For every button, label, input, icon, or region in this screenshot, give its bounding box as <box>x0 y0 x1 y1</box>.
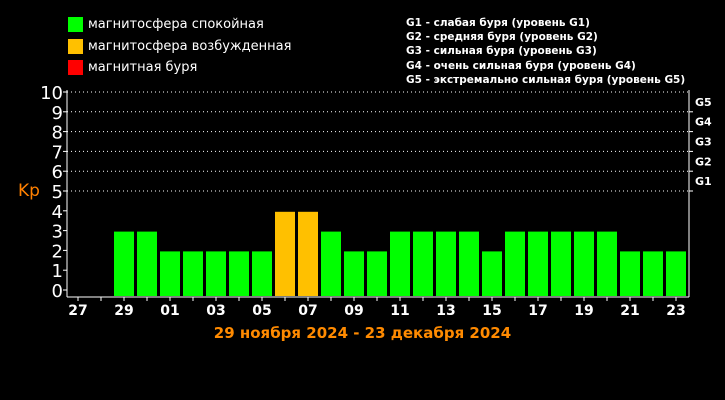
g-tick-label-G4: G4 <box>695 116 712 129</box>
x-tick-label-09: 09 <box>344 303 363 319</box>
g-tick-label-G3: G3 <box>695 136 712 149</box>
x-tick-label-05: 05 <box>252 303 271 319</box>
bar-03 <box>206 251 226 296</box>
bar-01 <box>160 251 180 296</box>
date-range-title: 29 ноября 2024 - 23 декабря 2024 <box>213 324 512 342</box>
bar-22 <box>643 251 663 296</box>
storm-level-g4: G4 - очень сильная буря (уровень G4) <box>406 59 636 72</box>
legend-label-storm: магнитная буря <box>88 60 198 75</box>
bar-30 <box>137 231 157 296</box>
y-tick-label-2: 2 <box>52 241 63 262</box>
bar-18 <box>551 231 571 296</box>
bar-17 <box>528 231 548 296</box>
x-tick-label-15: 15 <box>482 303 501 319</box>
bar-07 <box>298 211 318 296</box>
bar-19 <box>574 231 594 296</box>
y-axis-label: Kp <box>18 181 40 201</box>
bar-20 <box>597 231 617 296</box>
x-tick-labels: 27 29 01 03 05 07 09 11 13 15 17 19 21 23 <box>68 303 685 319</box>
legend-swatch-storm <box>68 60 83 75</box>
bar-05 <box>252 251 272 296</box>
g-tick-label-G1: G1 <box>695 175 712 188</box>
bar-02 <box>183 251 203 296</box>
storm-level-g2: G2 - средняя буря (уровень G2) <box>406 31 598 44</box>
x-tick-label-13: 13 <box>436 303 455 319</box>
bar-06 <box>275 211 295 296</box>
bar-09 <box>344 251 364 296</box>
bar-14 <box>459 231 479 296</box>
bar-29 <box>114 231 134 296</box>
y-tick-label-8: 8 <box>52 123 63 144</box>
g-level-tick-labels: G1 G2 G3 G4 G5 <box>695 96 712 188</box>
x-tick-label-01: 01 <box>160 303 179 319</box>
y-tick-label-10: 10 <box>40 83 63 104</box>
legend-swatch-quiet <box>68 17 83 32</box>
chart-bars <box>114 211 686 296</box>
storm-level-g1: G1 - слабая буря (уровень G1) <box>406 17 590 29</box>
bar-16 <box>505 231 525 296</box>
legend-swatch-excited <box>68 39 83 54</box>
bar-04 <box>229 251 249 296</box>
bar-12 <box>413 231 433 296</box>
y-tick-label-6: 6 <box>52 162 63 183</box>
legend-item-excited: магнитосфера возбужденная <box>68 39 291 54</box>
bar-15 <box>482 251 502 296</box>
bar-21 <box>620 251 640 296</box>
storm-level-g5: G5 - экстремально сильная буря (уровень … <box>406 73 686 86</box>
x-tick-label-27: 27 <box>68 303 87 319</box>
x-tick-label-17: 17 <box>528 303 547 319</box>
x-tick-label-03: 03 <box>206 303 225 319</box>
bar-13 <box>436 231 456 296</box>
x-tick-label-21: 21 <box>620 303 639 319</box>
y-tick-label-3: 3 <box>52 222 63 243</box>
legend-label-excited: магнитосфера возбужденная <box>88 39 292 54</box>
legend-label-quiet: магнитосфера спокойная <box>88 17 264 32</box>
storm-level-key: G1 - слабая буря (уровень G1) G2 - средн… <box>406 16 685 87</box>
bar-11 <box>390 231 410 296</box>
chart-grid <box>67 91 689 192</box>
y-tick-label-0: 0 <box>52 281 63 302</box>
x-tick-label-19: 19 <box>574 303 593 319</box>
x-tick-label-07: 07 <box>298 303 317 319</box>
x-tick-label-11: 11 <box>390 303 409 319</box>
g-tick-label-G2: G2 <box>695 155 712 168</box>
bar-10 <box>367 251 387 296</box>
chart-axes <box>63 90 693 301</box>
x-tick-label-23: 23 <box>666 303 685 319</box>
y-tick-label-9: 9 <box>52 103 63 124</box>
legend-item-storm: магнитная буря <box>68 60 197 75</box>
y-tick-label-5: 5 <box>52 182 63 203</box>
bar-08 <box>321 231 341 296</box>
y-tick-label-7: 7 <box>52 142 63 163</box>
legend-item-quiet: магнитосфера спокойная <box>68 17 264 32</box>
storm-level-g3: G3 - сильная буря (уровень G3) <box>406 45 597 58</box>
g-tick-label-G5: G5 <box>695 96 712 109</box>
x-tick-label-29: 29 <box>114 303 133 319</box>
y-tick-label-1: 1 <box>52 261 63 282</box>
y-tick-label-4: 4 <box>52 202 63 223</box>
bar-23 <box>666 251 686 296</box>
